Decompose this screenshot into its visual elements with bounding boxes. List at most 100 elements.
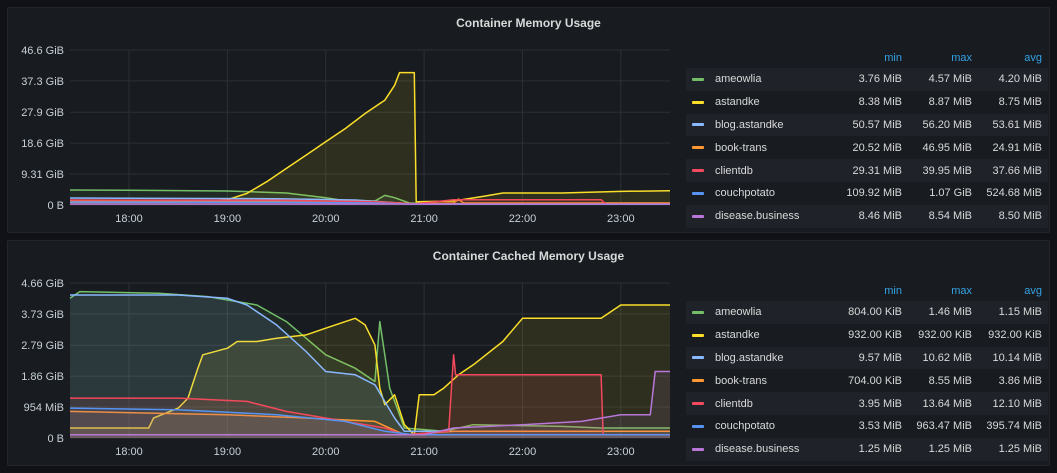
legend-item[interactable]: couchpotato 3.53 MiB 963.47 MiB 395.74 MiB — [686, 415, 1048, 438]
legend-min-value: 932.00 KiB — [848, 329, 902, 342]
series-area-astandke — [70, 305, 670, 438]
legend-label[interactable]: disease.business — [715, 443, 800, 456]
series-area-couchpotato — [70, 408, 670, 438]
legend-label[interactable]: blog.astandke — [715, 351, 784, 364]
legend-label[interactable]: ameowlia — [715, 73, 762, 86]
series-line-book-trans[interactable] — [69, 410, 670, 436]
legend-swatch[interactable] — [692, 310, 704, 314]
memory-usage-chart[interactable]: 46.6 GiB 37.3 GiB 27.9 GiB 18.6 GiB 9.31 GiB… — [8, 8, 686, 234]
legend-item[interactable]: book-trans 20.52 MiB 46.95 MiB 24.91 MiB — [686, 136, 1048, 159]
legend-max-value: 1.07 GiB — [929, 187, 972, 200]
legend-rows: ameowlia 804.00 KiB 1.46 MiB 1.15 MiB astand… — [686, 301, 1048, 461]
legend-item[interactable]: couchpotato 109.92 MiB 1.07 GiB 524.68 MiB — [686, 182, 1048, 205]
legend-item-name: book-trans — [686, 375, 838, 387]
y-tick-label: 3.73 GiB — [21, 309, 64, 321]
legend-avg-value: 24.91 MiB — [992, 141, 1042, 154]
legend-swatch[interactable] — [692, 424, 704, 428]
legend-avg-value: 53.61 MiB — [992, 118, 1042, 131]
legend-label[interactable]: clientdb — [715, 397, 753, 410]
legend-label[interactable]: couchpotato — [715, 420, 775, 433]
x-tick-label: 20:00 — [312, 213, 340, 225]
legend-avg-value: 1.15 MiB — [998, 306, 1042, 319]
legend-avg-value: 10.14 MiB — [992, 351, 1042, 364]
legend-rows: ameowlia 3.76 MiB 4.57 MiB 4.20 MiB astandke… — [686, 68, 1048, 228]
legend-swatch[interactable] — [692, 356, 704, 360]
series-area-blog.astandke — [70, 295, 670, 438]
cached-memory-usage-chart[interactable]: 4.66 GiB 3.73 GiB 2.79 GiB 1.86 GiB 954 MiB 0… — [8, 241, 686, 467]
y-tick-label: 37.3 GiB — [21, 76, 64, 88]
series-line-astandke[interactable] — [70, 304, 670, 436]
series-line-blog.astandke[interactable] — [70, 294, 670, 433]
legend-label[interactable]: disease.business — [715, 210, 800, 223]
legend-min-value: 8.46 MiB — [858, 210, 902, 223]
legend-swatch[interactable] — [692, 447, 704, 451]
series-line-astandke[interactable] — [70, 71, 671, 204]
legend-item[interactable]: disease.business 1.25 MiB 1.25 MiB 1.25 MiB — [686, 437, 1048, 461]
legend-min-value: 3.76 MiB — [858, 73, 902, 86]
grid — [70, 282, 670, 439]
legend-min-value: 704.00 KiB — [848, 374, 902, 387]
legend-swatch[interactable] — [692, 214, 704, 218]
legend-min-value: 804.00 KiB — [848, 306, 902, 319]
legend-item[interactable]: disease.business 8.46 MiB 8.54 MiB 8.50 MiB — [686, 204, 1048, 228]
legend-swatch[interactable] — [692, 146, 704, 150]
legend-swatch[interactable] — [692, 169, 704, 173]
y-tick-label: 4.66 GiB — [21, 278, 64, 290]
series-area-astandke — [70, 72, 670, 205]
legend-header-avg[interactable]: avg — [1024, 52, 1042, 64]
legend-item[interactable]: clientdb 3.95 MiB 13.64 MiB 12.10 MiB — [686, 392, 1048, 415]
legend-label[interactable]: clientdb — [715, 164, 753, 177]
legend-avg-value: 37.66 MiB — [992, 164, 1042, 177]
legend-min-value: 3.95 MiB — [858, 397, 902, 410]
legend-item-name: clientdb — [686, 398, 838, 410]
legend-label[interactable]: astandke — [715, 96, 760, 109]
cached-memory-usage-panel: Container Cached Memory Usage 4.66 GiB 3.… — [7, 240, 1050, 466]
legend-swatch[interactable] — [692, 402, 704, 406]
legend-swatch[interactable] — [692, 77, 704, 81]
legend-item[interactable]: ameowlia 3.76 MiB 4.57 MiB 4.20 MiB — [686, 68, 1048, 91]
legend-header-max[interactable]: max — [951, 285, 972, 297]
legend-item[interactable]: ameowlia 804.00 KiB 1.46 MiB 1.15 MiB — [686, 301, 1048, 324]
legend-item-name: couchpotato — [686, 187, 838, 199]
legend-min-value: 3.53 MiB — [858, 420, 902, 433]
legend-item-name: disease.business — [686, 210, 838, 222]
legend-item-name: ameowlia — [686, 306, 838, 318]
legend-header: min max avg — [686, 281, 1048, 301]
legend-label[interactable]: book-trans — [715, 374, 767, 387]
x-tick-label: 20:00 — [312, 446, 340, 458]
x-tick-label: 22:00 — [509, 446, 537, 458]
y-tick-label: 9.31 GiB — [21, 169, 64, 181]
legend-item[interactable]: blog.astandke 50.57 MiB 56.20 MiB 53.61 MiB — [686, 113, 1048, 137]
x-tick-label: 18:00 — [115, 446, 143, 458]
x-tick-label: 21:00 — [410, 213, 438, 225]
y-tick-label: 0 B — [47, 433, 64, 445]
legend-item[interactable]: book-trans 704.00 KiB 8.55 MiB 3.86 MiB — [686, 369, 1048, 392]
legend-label[interactable]: astandke — [715, 329, 760, 342]
legend-label[interactable]: blog.astandke — [715, 118, 784, 131]
legend-swatch[interactable] — [692, 191, 704, 195]
legend-item[interactable]: astandke 932.00 KiB 932.00 KiB 932.00 KiB — [686, 324, 1048, 347]
x-tick-label: 19:00 — [214, 446, 242, 458]
legend-item[interactable]: blog.astandke 9.57 MiB 10.62 MiB 10.14 MiB — [686, 346, 1048, 370]
legend-header-max[interactable]: max — [951, 52, 972, 64]
legend-item[interactable]: clientdb 29.31 MiB 39.95 MiB 37.66 MiB — [686, 159, 1048, 182]
legend-swatch[interactable] — [692, 333, 704, 337]
legend-label[interactable]: book-trans — [715, 141, 767, 154]
legend-swatch[interactable] — [692, 100, 704, 104]
legend-item-name: astandke — [686, 96, 838, 108]
legend-item-name: book-trans — [686, 142, 838, 154]
legend-header-min[interactable]: min — [884, 285, 902, 297]
legend-max-value: 13.64 MiB — [922, 397, 972, 410]
legend-max-value: 963.47 MiB — [916, 420, 972, 433]
legend-label[interactable]: couchpotato — [715, 187, 775, 200]
legend-item[interactable]: astandke 8.38 MiB 8.87 MiB 8.75 MiB — [686, 91, 1048, 114]
legend-header-min[interactable]: min — [884, 52, 902, 64]
legend-swatch[interactable] — [692, 123, 704, 127]
legend-min-value: 109.92 MiB — [846, 187, 902, 200]
legend-min-value: 50.57 MiB — [852, 118, 902, 131]
legend-swatch[interactable] — [692, 379, 704, 383]
series-line-disease.business[interactable] — [70, 370, 670, 436]
y-tick-label: 0 B — [47, 200, 64, 212]
legend-label[interactable]: ameowlia — [715, 306, 762, 319]
legend-header-avg[interactable]: avg — [1024, 285, 1042, 297]
